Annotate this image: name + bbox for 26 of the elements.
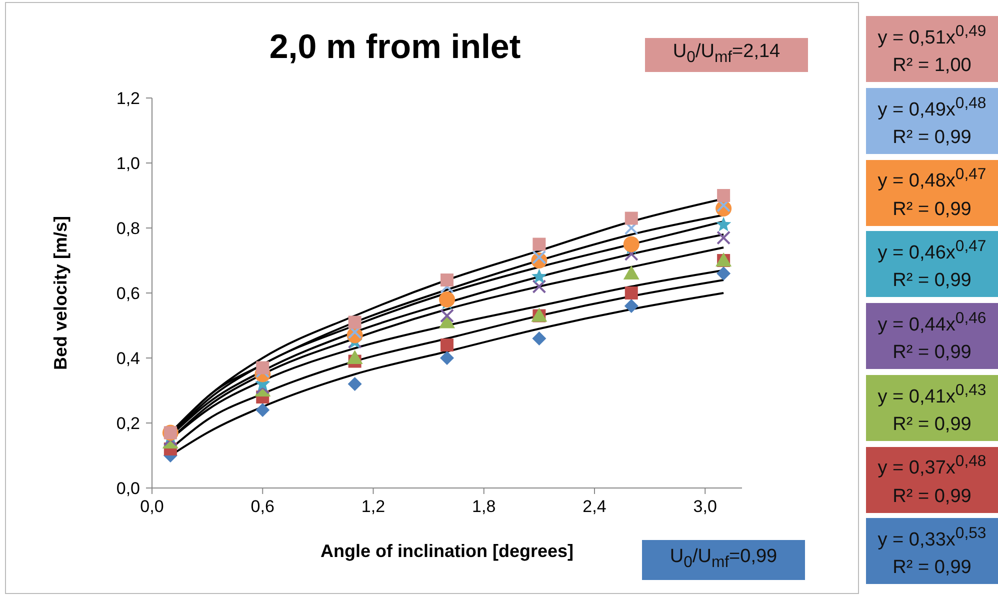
y-tick-label: 1,0 xyxy=(116,154,140,174)
text: y = 0,48x$^{0,47}$ R² = 0,99 xyxy=(878,165,986,222)
text: y = 0,51x$^{0,49}$ R² = 1,00 xyxy=(878,22,986,78)
y-tick-label: 0,6 xyxy=(116,284,140,304)
text: y = 0,46x$^{0,47}$ R² = 0,99 xyxy=(878,237,986,294)
text: y = 0,49x$^{0,48}$ R² = 0,99 xyxy=(878,94,986,150)
text: y = 0,44x$^{0,46}$ R² = 0,99 xyxy=(878,308,986,366)
x-tick-label: 2,4 xyxy=(582,497,606,516)
x-tick-label: 1,8 xyxy=(472,497,496,516)
text: U$_{0}$/U$_{mf}$=2,14 xyxy=(672,40,780,68)
y-tick-label: 0,2 xyxy=(116,414,140,434)
x-axis-title: Angle of inclination [degrees] xyxy=(320,540,574,561)
text: U$_{0}$/U$_{mf}$=0,99 xyxy=(670,545,778,573)
y-tick-label: 0,8 xyxy=(116,219,140,238)
text: y = 0,37x$^{0,48}$ R² = 0,99 xyxy=(878,452,986,509)
y-tick-label: 1,2 xyxy=(116,89,140,108)
chart-title: 2,0 m from inlet xyxy=(268,28,522,67)
x-tick-label: 0,0 xyxy=(140,497,164,516)
text: y = 0,33x$^{0,53}$ R² = 0,99 xyxy=(878,524,986,580)
x-tick-label: 0,6 xyxy=(250,497,274,516)
x-tick-label: 1,2 xyxy=(361,497,386,516)
y-tick-label: 0,4 xyxy=(116,349,140,368)
x-tick-label: 3,0 xyxy=(693,497,717,516)
text: y = 0,41x$^{0,43}$ R² = 0,99 xyxy=(878,380,986,437)
y-axis-title: Bed velocity [m/s] xyxy=(50,216,70,370)
y-tick-label: 0,0 xyxy=(116,479,140,498)
